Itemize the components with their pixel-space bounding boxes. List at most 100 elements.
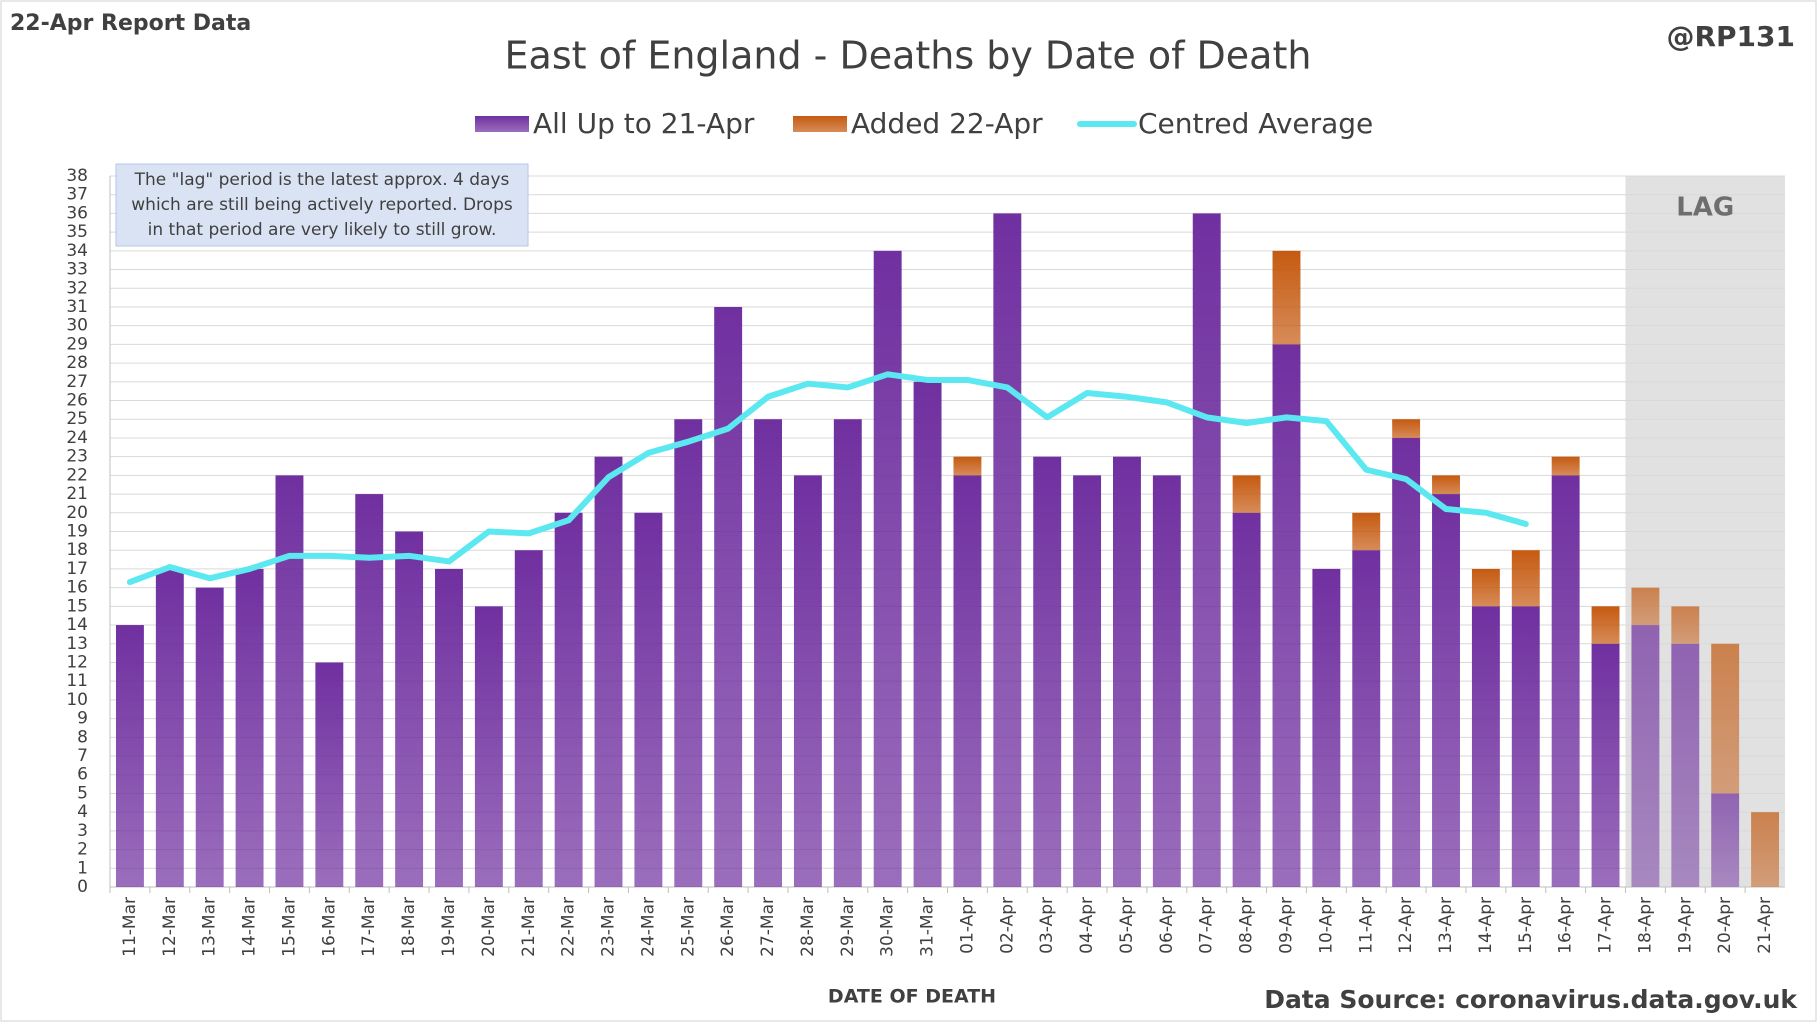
x-tick-label: 10-Apr bbox=[1316, 897, 1336, 954]
y-tick-label: 37 bbox=[66, 185, 88, 205]
y-tick-label: 14 bbox=[66, 615, 88, 635]
y-tick-label: 33 bbox=[66, 260, 88, 280]
y-tick-label: 17 bbox=[66, 559, 88, 579]
bar bbox=[913, 381, 942, 887]
x-tick-label: 31-Mar bbox=[918, 897, 938, 957]
bar bbox=[1192, 213, 1221, 888]
bar bbox=[754, 419, 782, 887]
source: Data Source: coronavirus.data.gov.uk bbox=[1264, 985, 1798, 1014]
bar bbox=[115, 625, 144, 887]
x-tick-label: 19-Mar bbox=[439, 897, 459, 957]
bar bbox=[1113, 456, 1141, 887]
bar bbox=[953, 475, 982, 887]
x-tick-label: 21-Mar bbox=[519, 897, 539, 957]
bar bbox=[1471, 568, 1500, 607]
y-tick-label: 19 bbox=[66, 522, 88, 542]
bar bbox=[1711, 643, 1740, 794]
x-tick-label: 27-Mar bbox=[758, 897, 778, 957]
legend-label: All Up to 21-Apr bbox=[533, 107, 755, 140]
y-tick-label: 36 bbox=[66, 203, 88, 223]
bar bbox=[1551, 456, 1580, 476]
bar bbox=[1591, 643, 1620, 887]
bar bbox=[1432, 475, 1460, 495]
x-tick-label: 09-Apr bbox=[1276, 897, 1296, 954]
x-tick-label: 12-Mar bbox=[160, 897, 180, 957]
bar bbox=[953, 456, 982, 476]
y-tick-label: 11 bbox=[66, 671, 88, 691]
bar bbox=[315, 662, 344, 887]
bar bbox=[993, 213, 1022, 888]
bar bbox=[1471, 606, 1500, 887]
x-tick-label: 30-Mar bbox=[878, 897, 898, 957]
y-tick-label: 32 bbox=[66, 278, 88, 298]
x-tick-label: 01-Apr bbox=[957, 897, 977, 954]
bar bbox=[1671, 643, 1700, 887]
bar bbox=[1073, 475, 1102, 887]
bar bbox=[1511, 550, 1540, 607]
x-tick-label: 17-Apr bbox=[1596, 897, 1616, 954]
x-tick-label: 21-Apr bbox=[1755, 897, 1775, 954]
bar bbox=[833, 419, 862, 887]
x-tick-label: 23-Mar bbox=[599, 897, 619, 957]
y-tick-label: 26 bbox=[66, 391, 88, 411]
y-tick-label: 23 bbox=[66, 447, 88, 467]
x-tick-label: 04-Apr bbox=[1077, 897, 1097, 954]
bar bbox=[195, 587, 224, 887]
bar bbox=[1312, 568, 1341, 887]
x-tick-label: 16-Mar bbox=[319, 897, 339, 957]
y-tick-label: 31 bbox=[66, 297, 88, 317]
bar bbox=[355, 494, 384, 887]
x-tick-label: 16-Apr bbox=[1556, 897, 1576, 954]
bar bbox=[1392, 437, 1421, 887]
x-tick-label: 15-Apr bbox=[1516, 897, 1536, 954]
bar bbox=[554, 512, 583, 887]
x-tick-label: 20-Mar bbox=[479, 897, 499, 957]
bar bbox=[1272, 250, 1301, 345]
y-tick-label: 2 bbox=[77, 840, 88, 860]
bar bbox=[1511, 606, 1540, 887]
annotation-text: in that period are very likely to still … bbox=[148, 220, 497, 240]
bar bbox=[155, 568, 184, 887]
report-label: 22-Apr Report Data bbox=[10, 11, 251, 36]
y-tick-label: 5 bbox=[77, 783, 88, 803]
x-tick-label: 18-Apr bbox=[1635, 897, 1655, 954]
x-tick-label: 24-Mar bbox=[638, 897, 658, 957]
y-tick-label: 25 bbox=[66, 409, 88, 429]
x-tick-label: 22-Mar bbox=[559, 897, 579, 957]
y-tick-label: 8 bbox=[77, 727, 88, 747]
y-tick-label: 38 bbox=[66, 166, 88, 186]
y-tick-label: 20 bbox=[66, 503, 88, 523]
legend-swatch bbox=[793, 116, 847, 132]
average-line bbox=[126, 371, 1529, 586]
y-tick-label: 12 bbox=[66, 652, 88, 672]
y-tick-label: 29 bbox=[66, 334, 88, 354]
y-tick-label: 30 bbox=[66, 316, 88, 336]
chart-title: East of England - Deaths by Date of Deat… bbox=[505, 34, 1312, 78]
x-tick-label: 25-Mar bbox=[678, 897, 698, 957]
x-tick-label: 13-Mar bbox=[200, 897, 220, 957]
legend-label: Added 22-Apr bbox=[851, 107, 1043, 140]
x-tick-label: 05-Apr bbox=[1117, 897, 1137, 954]
y-tick-label: 34 bbox=[66, 241, 88, 261]
bar bbox=[1432, 494, 1460, 887]
x-tick-label: 12-Apr bbox=[1396, 897, 1416, 954]
y-tick-label: 13 bbox=[66, 634, 88, 654]
x-tick-label: 19-Apr bbox=[1675, 897, 1695, 954]
x-tick-label: 17-Mar bbox=[359, 897, 379, 957]
x-tick-label: 06-Apr bbox=[1157, 897, 1177, 954]
x-tick-label: 03-Apr bbox=[1037, 897, 1057, 954]
y-tick-label: 4 bbox=[77, 802, 88, 822]
author: @RP131 bbox=[1666, 20, 1795, 53]
x-tick-label: 13-Apr bbox=[1436, 897, 1456, 954]
bar bbox=[1671, 606, 1700, 644]
x-tick-label: 20-Apr bbox=[1715, 897, 1735, 954]
bar bbox=[474, 606, 503, 887]
x-tick-label: 11-Apr bbox=[1356, 897, 1376, 954]
bar bbox=[395, 531, 424, 887]
x-tick-label: 14-Apr bbox=[1476, 897, 1496, 954]
x-tick-label: 28-Mar bbox=[798, 897, 818, 957]
x-tick-label: 11-Mar bbox=[120, 897, 140, 957]
y-tick-label: 18 bbox=[66, 540, 88, 560]
bar bbox=[1631, 625, 1660, 887]
